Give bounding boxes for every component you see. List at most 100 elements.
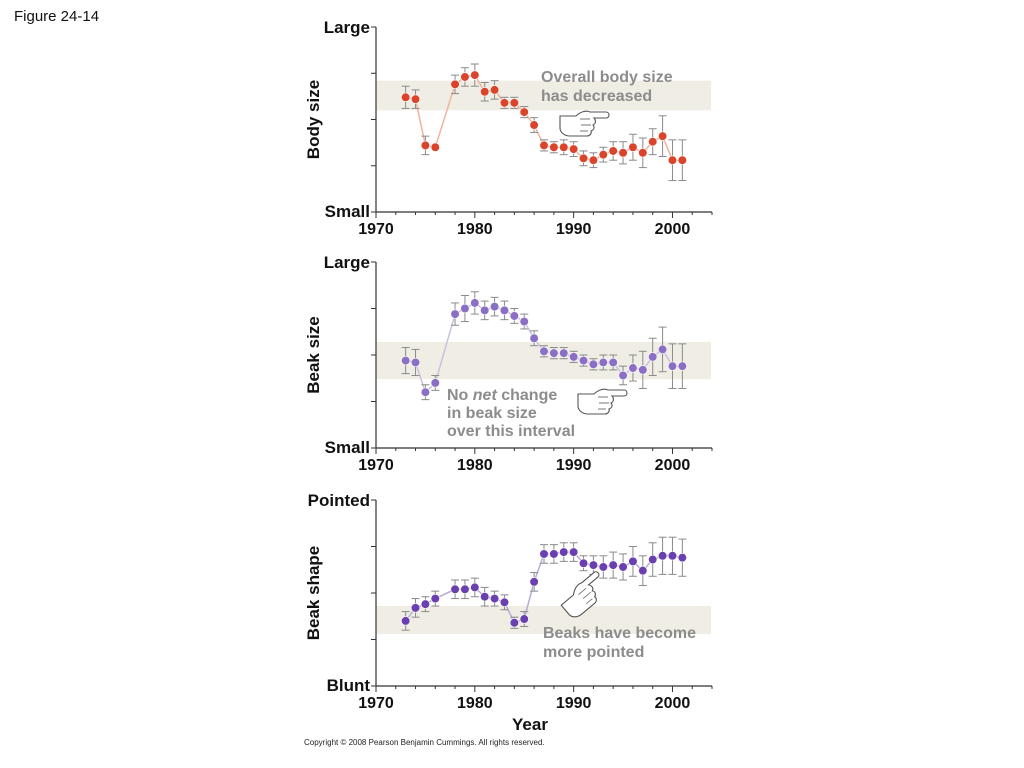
y-axis-top-label: Pointed <box>308 491 370 510</box>
data-point <box>410 357 421 368</box>
data-point <box>628 142 638 152</box>
reference-band <box>376 80 711 111</box>
data-point <box>549 348 559 358</box>
data-point <box>460 584 470 594</box>
annotation-text-part: change <box>497 387 558 404</box>
data-point <box>618 148 628 158</box>
data-point <box>539 549 549 559</box>
data-point <box>509 618 519 628</box>
data-point <box>657 131 668 141</box>
series-line <box>405 551 683 624</box>
annotation-text-part: net <box>473 387 498 404</box>
series-line <box>405 302 683 394</box>
chart-panel-2: 1970 1980 1990 2000 Large Small Beak size No ne… <box>304 253 713 474</box>
x-tick-label: 1980 <box>457 457 493 474</box>
data-point <box>618 562 628 572</box>
annotation-text-part: has decreased <box>541 88 652 105</box>
pointing-hand-icon <box>559 110 610 137</box>
pointing-hand-icon <box>577 388 628 415</box>
data-point <box>598 150 608 160</box>
data-point <box>450 79 460 89</box>
hand-outline <box>560 571 600 618</box>
figure-label: Figure 24-14 <box>14 8 100 25</box>
hand-outline <box>559 110 610 137</box>
x-tick-label: 1990 <box>556 457 592 474</box>
annotation-text: more pointed <box>543 644 644 661</box>
annotation-text: No net change <box>447 387 557 404</box>
x-tick-label: 2000 <box>655 457 691 474</box>
data-point <box>677 553 687 563</box>
annotation-text-part: more pointed <box>543 644 644 661</box>
x-axis-title: Year <box>512 715 548 734</box>
data-point <box>410 94 421 104</box>
data-point <box>588 359 599 369</box>
data-point <box>638 365 648 375</box>
data-point <box>450 584 460 594</box>
annotation-text: has decreased <box>541 88 652 105</box>
data-point <box>588 560 599 570</box>
annotation-text-part: No <box>447 387 473 404</box>
data-point <box>559 142 569 152</box>
data-point <box>430 593 440 604</box>
data-point <box>401 92 411 102</box>
annotation-text: over this interval <box>447 423 575 440</box>
y-axis-top-label: Large <box>324 253 370 272</box>
data-point <box>648 352 658 362</box>
data-point <box>559 348 569 358</box>
data-point <box>430 378 440 388</box>
x-tick-label: 1970 <box>358 457 394 474</box>
data-point <box>420 140 431 150</box>
annotation-text-part: over this interval <box>447 423 575 440</box>
hand-outline <box>577 388 628 415</box>
annotation-text-part: Overall body size <box>541 69 673 86</box>
y-axis-bottom-label: Small <box>325 202 370 221</box>
data-point <box>569 352 579 362</box>
data-point <box>499 98 510 108</box>
data-point <box>638 566 648 576</box>
data-point <box>549 142 559 152</box>
x-tick-label: 2000 <box>655 221 691 238</box>
data-point <box>489 593 500 604</box>
data-point <box>480 305 490 315</box>
x-tick-label: 1970 <box>358 695 394 712</box>
data-point <box>559 547 569 557</box>
data-point <box>539 140 549 150</box>
data-point <box>489 85 500 95</box>
x-tick-label: 1990 <box>556 695 592 712</box>
data-point <box>657 344 668 355</box>
data-point <box>480 592 490 602</box>
data-point <box>410 603 421 613</box>
chart-panel-3: 1970 1980 1990 2000 Pointed Blunt Beak shape Ye… <box>304 491 713 734</box>
data-point <box>529 120 539 130</box>
annotation-text: Overall body size <box>541 69 673 86</box>
y-axis-bottom-label: Blunt <box>327 676 371 695</box>
data-point <box>667 361 678 371</box>
pointing-hand-icon <box>560 571 600 618</box>
hand-fingers <box>578 587 593 605</box>
data-point <box>608 560 618 570</box>
data-point <box>489 302 500 312</box>
data-point <box>667 551 678 561</box>
data-point <box>470 298 480 308</box>
data-point <box>519 316 529 327</box>
y-axis-top-label: Large <box>324 18 370 37</box>
data-point <box>539 346 549 356</box>
data-point <box>677 155 687 165</box>
hand-fingers <box>580 118 591 132</box>
reference-band <box>376 606 711 634</box>
series-line <box>405 74 683 161</box>
data-point <box>578 355 589 366</box>
data-point <box>519 107 529 117</box>
x-tick-label: 1980 <box>457 695 493 712</box>
data-point <box>598 357 608 368</box>
copyright-notice: Copyright © 2008 Pearson Benjamin Cummin… <box>304 738 545 747</box>
data-point <box>578 558 589 568</box>
data-point <box>460 303 470 314</box>
data-point <box>401 355 411 366</box>
data-point <box>529 577 539 587</box>
data-point <box>628 363 638 373</box>
data-point <box>657 551 668 561</box>
data-point <box>549 549 559 559</box>
data-point <box>618 370 628 381</box>
